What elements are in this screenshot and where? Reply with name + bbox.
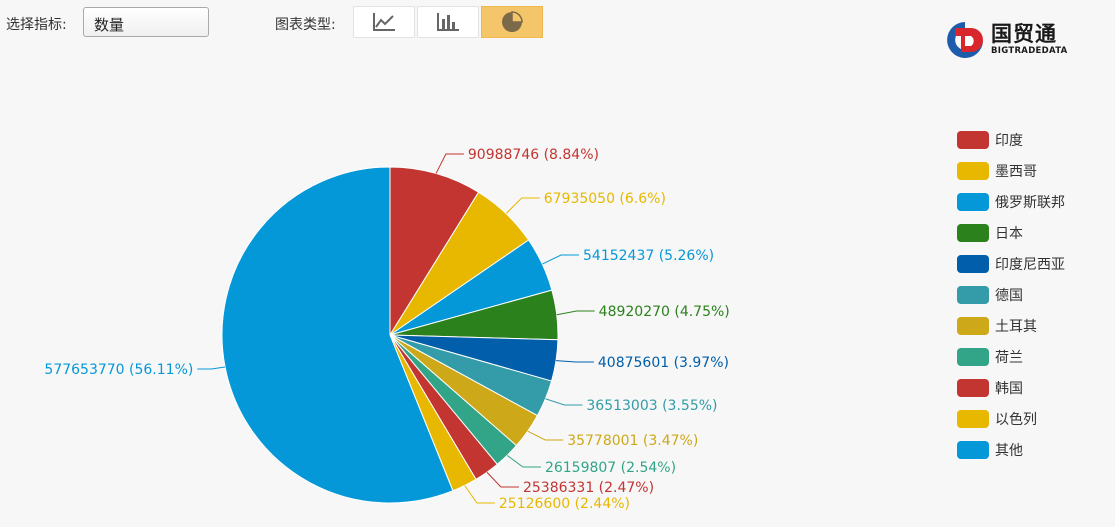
pie-slice-10[interactable]	[221, 166, 454, 504]
data-label: 54152437 (5.26%)	[583, 248, 714, 264]
legend-label: 韩国	[995, 381, 1023, 397]
label-leader-line	[556, 360, 594, 363]
legend-swatch	[957, 379, 989, 397]
legend-item[interactable]: 印度	[957, 131, 1023, 149]
legend-item[interactable]: 韩国	[957, 379, 1023, 397]
legend-swatch	[957, 162, 989, 180]
legend-swatch	[957, 131, 989, 149]
logo-title: 国贸通	[991, 22, 1057, 46]
legend-swatch	[957, 286, 989, 304]
legend-label: 墨西哥	[995, 164, 1037, 180]
legend-item[interactable]: 德国	[957, 286, 1023, 304]
legend-label: 其他	[995, 443, 1023, 459]
legend-item[interactable]: 印度尼西亚	[957, 255, 1065, 273]
pie-chart-icon	[502, 11, 523, 32]
data-label: 36513003 (3.55%)	[586, 398, 717, 414]
logo: 国贸通 BIGTRADEDATA	[945, 18, 1075, 60]
pie-slices	[221, 166, 559, 504]
legend-label: 日本	[995, 226, 1023, 242]
bar-chart-icon	[437, 13, 459, 31]
data-label: 48920270 (4.75%)	[599, 304, 730, 320]
legend-swatch	[957, 348, 989, 366]
metric-select[interactable]: 数量	[83, 7, 209, 37]
legend-swatch	[957, 441, 989, 459]
legend-item[interactable]: 荷兰	[957, 348, 1023, 366]
label-leader-line	[505, 197, 540, 214]
legend-swatch	[957, 224, 989, 242]
legend-label: 土耳其	[995, 319, 1037, 335]
legend-swatch	[957, 255, 989, 273]
pie-slice-0[interactable]	[389, 166, 480, 337]
logo-mark-icon	[947, 22, 983, 58]
label-leader-line	[506, 454, 541, 468]
pie-labels: 90988746 (8.84%) 67935050 (6.6%) 54152437 …	[44, 147, 729, 512]
legend-label: 以色列	[995, 411, 1037, 428]
bar-chart-button[interactable]	[417, 6, 479, 38]
data-label: 25386331 (2.47%)	[523, 480, 654, 496]
data-label: 577653770 (56.11%)	[44, 362, 193, 378]
legend-item[interactable]: 俄罗斯联邦	[957, 193, 1065, 211]
legend-label: 印度	[995, 133, 1023, 149]
legend-item[interactable]: 其他	[957, 441, 1023, 459]
line-chart-button[interactable]	[353, 6, 415, 38]
legend-label: 荷兰	[995, 350, 1023, 366]
data-label: 26159807 (2.54%)	[545, 460, 676, 476]
legend-item[interactable]: 土耳其	[957, 317, 1037, 335]
legend-item[interactable]: 以色列	[957, 410, 1037, 428]
legend-label: 俄罗斯联邦	[995, 195, 1065, 211]
legend-swatch	[957, 410, 989, 428]
pie-chart-button[interactable]	[481, 6, 543, 38]
legend-item[interactable]: 墨西哥	[957, 162, 1037, 180]
label-leader-line	[542, 254, 580, 265]
legend-swatch	[957, 193, 989, 211]
data-label: 67935050 (6.6%)	[544, 191, 666, 207]
metric-label: 选择指标:	[6, 17, 67, 33]
label-leader-line	[556, 310, 595, 316]
logo-subtitle: BIGTRADEDATA	[991, 46, 1068, 56]
label-leader-line	[486, 471, 519, 488]
chart-type-label: 图表类型:	[275, 17, 336, 33]
data-label: 35778001 (3.47%)	[567, 433, 698, 449]
label-leader-line	[527, 430, 564, 441]
label-leader-line	[464, 485, 495, 504]
label-leader-line	[197, 366, 226, 370]
line-chart-icon	[373, 13, 395, 31]
legend-swatch	[957, 317, 989, 335]
data-label: 90988746 (8.84%)	[468, 147, 599, 163]
data-label: 25126600 (2.44%)	[499, 496, 630, 512]
legend-label: 印度尼西亚	[995, 257, 1065, 273]
legend-item[interactable]: 日本	[957, 224, 1023, 242]
data-label: 40875601 (3.97%)	[598, 355, 729, 371]
label-leader-line	[435, 153, 464, 174]
toolbar: 选择指标: 数量 图表类型:	[0, 0, 1115, 46]
legend-label: 德国	[995, 288, 1023, 304]
label-leader-line	[545, 398, 583, 406]
